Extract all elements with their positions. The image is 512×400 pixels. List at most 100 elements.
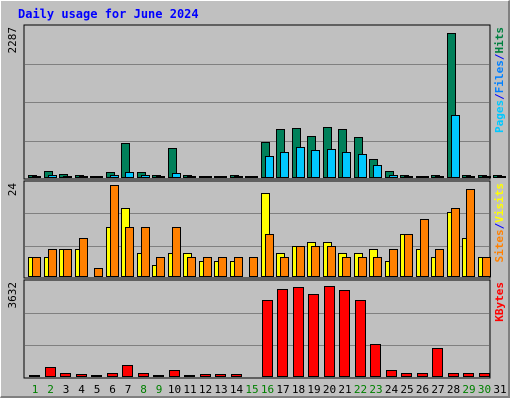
bar-kbytes-kbytes-day-6 xyxy=(107,373,118,377)
bar-kbytes-kbytes-day-5 xyxy=(91,375,102,377)
legend-entry: / xyxy=(493,222,506,229)
legend-kbytes: KBytes xyxy=(493,282,506,322)
bar-hits-files-day-7 xyxy=(125,172,134,178)
bar-hits-files-day-15 xyxy=(249,176,258,178)
bar-visits-sites-day-13 xyxy=(218,257,227,277)
bar-visits-sites-day-4 xyxy=(79,238,88,277)
bar-kbytes-kbytes-day-2 xyxy=(45,367,56,377)
bar-kbytes-kbytes-day-22 xyxy=(355,300,366,377)
max-label-visits: 24 xyxy=(6,183,19,197)
x-tick-label: 5 xyxy=(94,383,101,396)
bar-visits-sites-day-20 xyxy=(327,246,336,277)
bar-hits-files-day-20 xyxy=(327,149,336,178)
x-tick-label: 20 xyxy=(323,383,336,396)
bar-hits-files-day-29 xyxy=(466,176,475,178)
bar-kbytes-kbytes-day-3 xyxy=(60,373,71,377)
bar-hits-files-day-12 xyxy=(203,176,212,178)
bar-hits-files-day-25 xyxy=(404,176,413,178)
x-tick-label: 13 xyxy=(214,383,227,396)
bar-visits-sites-day-11 xyxy=(187,257,196,277)
x-tick-label: 16 xyxy=(261,383,274,396)
bar-hits-files-day-9 xyxy=(156,176,165,178)
bar-visits-sites-day-26 xyxy=(420,219,429,277)
bar-visits-sites-day-2 xyxy=(48,249,57,277)
bar-visits-sites-day-16 xyxy=(265,234,274,277)
bar-hits-files-day-18 xyxy=(296,147,305,178)
x-tick-label: 19 xyxy=(307,383,320,396)
bar-visits-sites-day-28 xyxy=(451,208,460,277)
bar-hits-files-day-4 xyxy=(79,176,88,178)
bar-hits-files-day-21 xyxy=(342,152,351,178)
bar-hits-files-day-22 xyxy=(358,154,367,178)
bar-kbytes-kbytes-day-26 xyxy=(417,373,428,377)
bar-hits-files-day-13 xyxy=(218,176,227,178)
x-tick-label: 22 xyxy=(354,383,367,396)
bar-visits-sites-day-27 xyxy=(435,249,444,277)
bar-hits-files-day-5 xyxy=(94,176,103,178)
bar-hits-files-day-30 xyxy=(482,176,491,178)
bar-hits-files-day-28 xyxy=(451,115,460,178)
bar-kbytes-kbytes-day-12 xyxy=(200,374,211,377)
bar-hits-files-day-26 xyxy=(420,176,429,178)
bar-hits-files-day-2 xyxy=(48,175,57,178)
bar-visits-sites-day-18 xyxy=(296,246,305,277)
bar-visits-sites-day-24 xyxy=(389,249,398,277)
bar-hits-files-day-31 xyxy=(497,176,506,178)
x-tick-label: 21 xyxy=(338,383,351,396)
bar-visits-sites-day-22 xyxy=(358,257,367,277)
bar-visits-sites-day-3 xyxy=(63,249,72,277)
x-tick-label: 23 xyxy=(369,383,382,396)
bar-visits-sites-day-25 xyxy=(404,234,413,277)
x-tick-label: 30 xyxy=(478,383,491,396)
legend-hits: Pages/Files/Hits xyxy=(493,27,506,133)
x-tick-label: 9 xyxy=(156,383,163,396)
legend-entry: / xyxy=(493,93,506,100)
bar-hits-files-day-23 xyxy=(373,165,382,178)
bar-kbytes-kbytes-day-13 xyxy=(215,374,226,377)
x-tick-label: 3 xyxy=(63,383,70,396)
bar-visits-sites-day-15 xyxy=(249,257,258,277)
legend-entry: Sites xyxy=(493,229,506,262)
bar-kbytes-kbytes-day-7 xyxy=(122,365,133,377)
plot-area-kbytes xyxy=(23,279,491,379)
x-tick-label: 28 xyxy=(447,383,460,396)
x-tick-label: 6 xyxy=(109,383,116,396)
bar-hits-files-day-14 xyxy=(234,176,243,178)
legend-entry: KBytes xyxy=(493,282,506,322)
x-tick-label: 15 xyxy=(245,383,258,396)
bar-kbytes-kbytes-day-29 xyxy=(463,373,474,377)
bar-kbytes-kbytes-day-18 xyxy=(293,287,304,377)
bar-hits-files-day-19 xyxy=(311,150,320,178)
bar-hits-files-day-27 xyxy=(435,176,444,178)
bar-kbytes-kbytes-day-14 xyxy=(231,374,242,377)
bar-hits-files-day-10 xyxy=(172,173,181,178)
bar-hits-files-day-17 xyxy=(280,152,289,178)
bar-visits-sites-day-10 xyxy=(172,227,181,277)
x-tick-label: 4 xyxy=(78,383,85,396)
x-tick-label: 18 xyxy=(292,383,305,396)
bar-kbytes-kbytes-day-8 xyxy=(138,373,149,377)
bar-kbytes-kbytes-day-16 xyxy=(262,300,273,377)
x-tick-label: 12 xyxy=(199,383,212,396)
x-tick-label: 29 xyxy=(462,383,475,396)
bar-hits-files-day-8 xyxy=(141,175,150,178)
bar-hits-files-day-1 xyxy=(32,176,41,178)
legend-entry: Files xyxy=(493,60,506,93)
bar-visits-sites-day-29 xyxy=(466,189,475,277)
legend-entry: / xyxy=(493,53,506,60)
bar-kbytes-kbytes-day-9 xyxy=(153,375,164,377)
max-label-kbytes: 3632 xyxy=(6,282,19,309)
x-tick-label: 7 xyxy=(125,383,132,396)
legend-entry: Hits xyxy=(493,27,506,54)
bar-hits-files-day-3 xyxy=(63,176,72,178)
bar-visits-sites-day-19 xyxy=(311,246,320,277)
x-tick-label: 11 xyxy=(183,383,196,396)
bar-visits-sites-day-7 xyxy=(125,227,134,277)
bar-kbytes-kbytes-day-27 xyxy=(432,348,443,377)
bar-visits-sites-day-6 xyxy=(110,185,119,277)
chart-title: Daily usage for June 2024 xyxy=(18,7,199,21)
bar-visits-sites-day-21 xyxy=(342,257,351,277)
bar-hits-files-day-6 xyxy=(110,175,119,178)
bar-kbytes-kbytes-day-28 xyxy=(448,373,459,377)
